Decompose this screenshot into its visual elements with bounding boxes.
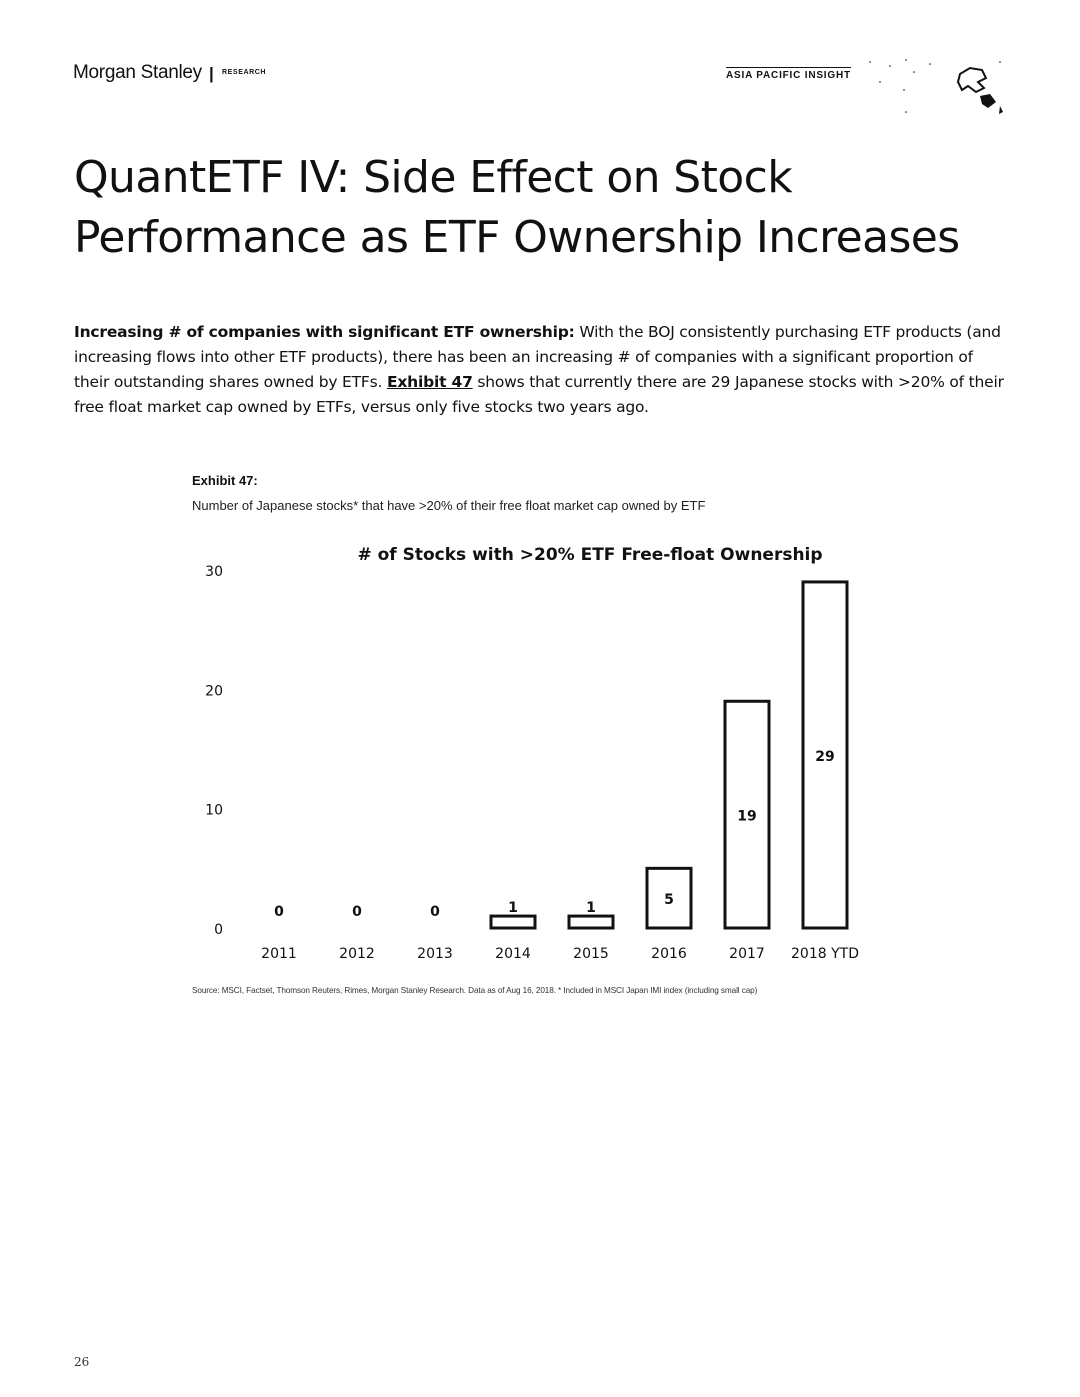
exhibit-47-link[interactable]: Exhibit 47 (386, 373, 473, 391)
x-tick-label: 2017 (729, 946, 765, 962)
data-label: 0 (430, 904, 440, 920)
y-tick-label: 0 (214, 922, 223, 938)
exhibit-label: Exhibit 47: (192, 473, 258, 488)
brand-separator: | (209, 64, 214, 83)
data-label: 0 (352, 904, 362, 920)
brand-logo: Morgan Stanley (73, 62, 202, 83)
data-label: 1 (586, 900, 596, 916)
body-paragraph: Increasing # of companies with significa… (74, 320, 1010, 420)
data-label: 29 (815, 749, 834, 765)
x-tick-label: 2014 (495, 946, 531, 962)
title-line-2: Performance as ETF Ownership Increases (74, 212, 960, 263)
bar (489, 914, 537, 930)
x-tick-label: 2018 YTD (791, 946, 859, 962)
source-note: Source: MSCI, Factset, Thomson Reuters, … (192, 986, 758, 995)
y-tick-label: 30 (205, 564, 223, 580)
body-lead: Increasing # of companies with significa… (74, 323, 575, 341)
title-line-1: QuantETF IV: Side Effect on Stock (74, 152, 793, 203)
data-label: 0 (274, 904, 284, 920)
research-label: RESEARCH (222, 69, 267, 76)
bar-chart: # of Stocks with >20% ETF Free-float Own… (205, 545, 859, 962)
y-tick-label: 10 (205, 803, 223, 819)
body-text-2: shows that currently there are 29 Japane… (74, 373, 1004, 416)
section-tag: ASIA PACIFIC INSIGHT (726, 67, 851, 81)
bar (645, 866, 693, 930)
y-tick-label: 20 (205, 683, 223, 699)
page-number: 26 (74, 1355, 90, 1369)
data-label: 1 (508, 900, 518, 916)
x-tick-label: 2015 (573, 946, 609, 962)
x-tick-label: 2016 (651, 946, 687, 962)
exhibit-subtitle: Number of Japanese stocks* that have >20… (192, 498, 706, 513)
page-title: QuantETF IV: Side Effect on Stock Perfor… (74, 148, 974, 268)
x-tick-label: 2013 (417, 946, 453, 962)
bar (723, 699, 771, 930)
chart-title: # of Stocks with >20% ETF Free-float Own… (357, 545, 822, 565)
data-label: 5 (664, 892, 674, 908)
x-tick-label: 2011 (261, 946, 297, 962)
body-text-1: With the BOJ consistently purchasing ETF… (74, 323, 1001, 391)
x-tick-label: 2012 (339, 946, 375, 962)
bar (801, 580, 849, 930)
data-label: 19 (737, 809, 756, 825)
bar (567, 914, 615, 930)
map-decoration-icon (869, 59, 1003, 114)
